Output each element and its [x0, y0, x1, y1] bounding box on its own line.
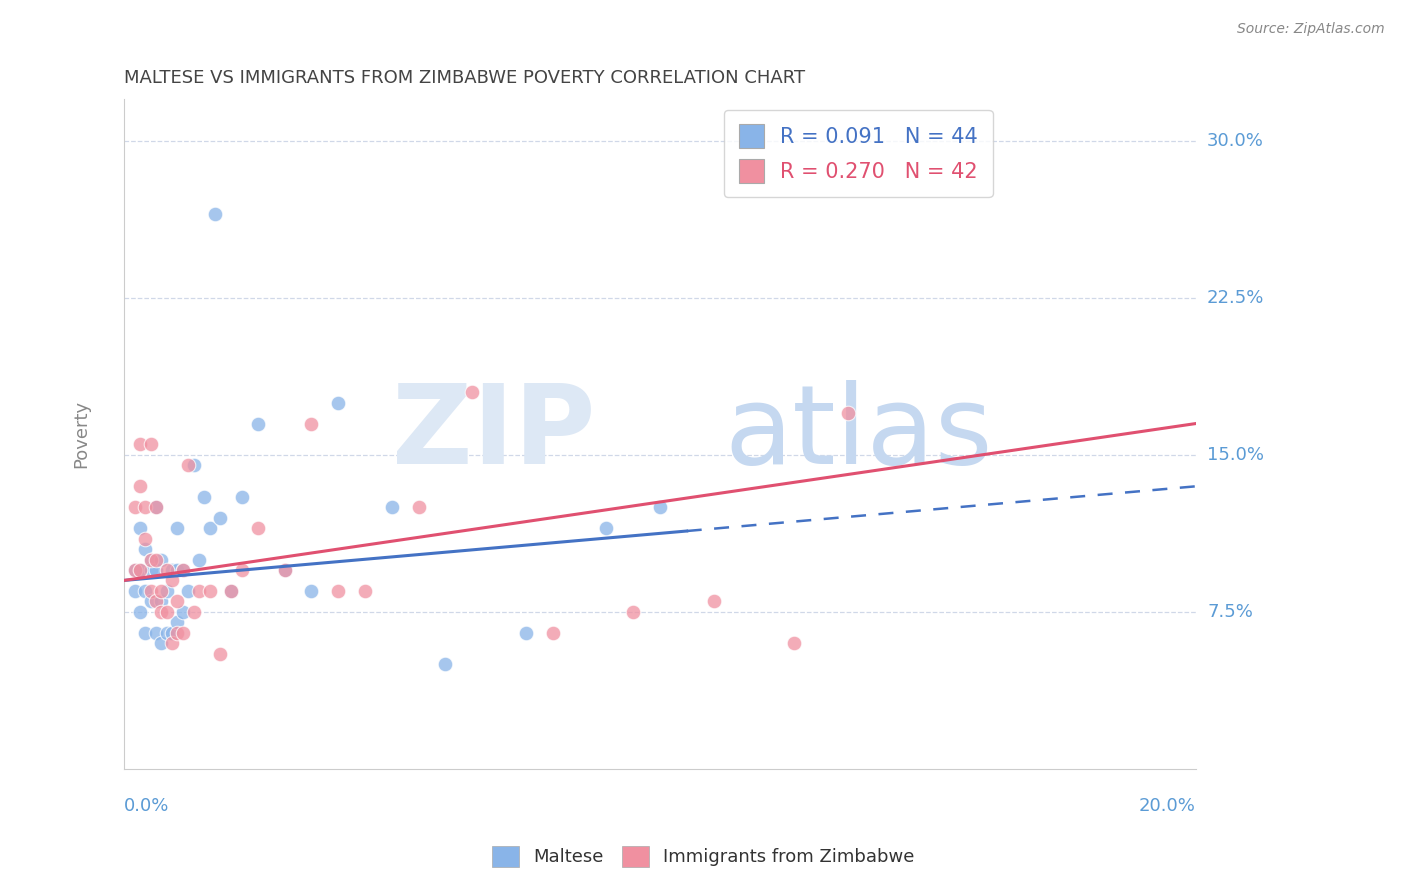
Point [172, 563, 194, 577]
Point [160, 625, 183, 640]
Point [134, 625, 156, 640]
Point [273, 563, 295, 577]
Text: atlas: atlas [724, 381, 993, 488]
Point [172, 625, 194, 640]
Point [408, 500, 430, 515]
Point [837, 406, 859, 420]
Point [145, 500, 167, 515]
Point [124, 583, 146, 598]
Point [134, 500, 156, 515]
Point [139, 437, 162, 451]
Point [129, 563, 152, 577]
Point [219, 583, 242, 598]
Point [139, 594, 162, 608]
Point [273, 563, 295, 577]
Point [160, 574, 183, 588]
Point [129, 521, 152, 535]
Point [160, 563, 183, 577]
Point [177, 583, 200, 598]
Point [183, 458, 205, 473]
Text: 20.0%: 20.0% [1139, 797, 1197, 814]
Point [172, 605, 194, 619]
Point [187, 583, 209, 598]
Text: 30.0%: 30.0% [1208, 132, 1264, 150]
Text: Poverty: Poverty [72, 400, 90, 468]
Point [139, 563, 162, 577]
Point [145, 500, 167, 515]
Point [166, 594, 188, 608]
Point [246, 417, 269, 431]
Text: 7.5%: 7.5% [1208, 603, 1253, 621]
Point [150, 583, 173, 598]
Point [301, 417, 323, 431]
Point [166, 521, 188, 535]
Point [219, 583, 242, 598]
Point [150, 594, 173, 608]
Point [139, 583, 162, 598]
Text: MALTESE VS IMMIGRANTS FROM ZIMBABWE POVERTY CORRELATION CHART: MALTESE VS IMMIGRANTS FROM ZIMBABWE POVE… [124, 69, 806, 87]
Point [381, 500, 404, 515]
Point [621, 605, 644, 619]
Point [129, 563, 152, 577]
Point [783, 636, 806, 650]
Point [172, 563, 194, 577]
Point [139, 552, 162, 566]
Point [156, 605, 179, 619]
Point [648, 500, 671, 515]
Point [145, 552, 167, 566]
Point [434, 657, 457, 672]
Point [193, 490, 215, 504]
Point [198, 583, 221, 598]
Point [150, 636, 173, 650]
Point [328, 583, 350, 598]
Point [246, 521, 269, 535]
Text: 0.0%: 0.0% [124, 797, 169, 814]
Point [129, 605, 152, 619]
Point [231, 563, 253, 577]
Text: ZIP: ZIP [392, 381, 596, 488]
Point [150, 605, 173, 619]
Point [198, 521, 221, 535]
Text: 15.0%: 15.0% [1208, 446, 1264, 464]
Point [209, 510, 232, 524]
Point [301, 583, 323, 598]
Point [541, 625, 564, 640]
Point [595, 521, 617, 535]
Point [515, 625, 537, 640]
Point [124, 563, 146, 577]
Point [231, 490, 253, 504]
Point [134, 583, 156, 598]
Point [145, 594, 167, 608]
Point [124, 563, 146, 577]
Point [354, 583, 377, 598]
Point [187, 552, 209, 566]
Point [156, 563, 179, 577]
Text: Source: ZipAtlas.com: Source: ZipAtlas.com [1237, 22, 1385, 37]
Point [209, 647, 232, 661]
Point [702, 594, 724, 608]
Point [145, 625, 167, 640]
Text: 22.5%: 22.5% [1208, 289, 1264, 307]
Point [129, 437, 152, 451]
Point [129, 479, 152, 493]
Point [134, 542, 156, 557]
Point [461, 385, 484, 400]
Point [183, 605, 205, 619]
Point [166, 615, 188, 630]
Point [160, 636, 183, 650]
Point [177, 458, 200, 473]
Point [156, 625, 179, 640]
Point [124, 500, 146, 515]
Point [204, 207, 226, 221]
Point [166, 563, 188, 577]
Point [145, 563, 167, 577]
Point [150, 552, 173, 566]
Point [156, 583, 179, 598]
Point [328, 395, 350, 409]
Legend: R = 0.091   N = 44, R = 0.270   N = 42: R = 0.091 N = 44, R = 0.270 N = 42 [724, 110, 993, 197]
Point [166, 625, 188, 640]
Legend: Maltese, Immigrants from Zimbabwe: Maltese, Immigrants from Zimbabwe [484, 838, 922, 874]
Point [134, 532, 156, 546]
Point [139, 552, 162, 566]
